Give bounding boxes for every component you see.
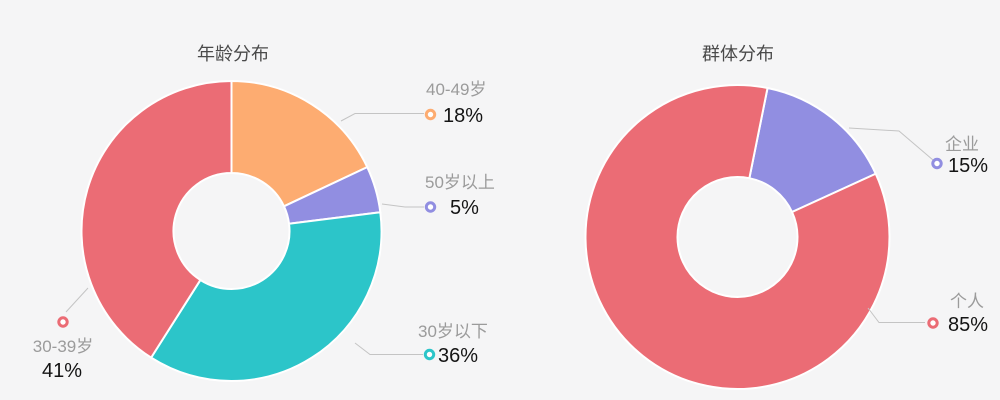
slice-name-label: 30岁以下	[418, 322, 488, 341]
age-distribution-title: 年龄分布	[197, 44, 269, 64]
label-marker	[424, 201, 437, 213]
group-distribution-title: 群体分布	[702, 44, 774, 64]
label-line	[848, 127, 934, 161]
pie-slice[interactable]	[80, 80, 233, 359]
label-marker	[423, 348, 436, 361]
label-line	[65, 287, 89, 313]
pie-slice[interactable]	[748, 87, 877, 214]
pie-slice[interactable]	[150, 211, 383, 382]
slice-value-label: 18%	[443, 105, 483, 127]
label-marker	[424, 108, 437, 121]
slice-name-label: 30-39岁	[33, 337, 93, 356]
slice-name-label: 企业	[945, 135, 979, 154]
label-marker	[927, 317, 939, 329]
slice-value-label: 85%	[948, 314, 988, 336]
slice-name-label: 50岁以上	[425, 173, 495, 192]
slice-value-label: 36%	[438, 345, 478, 367]
pie-slice[interactable]	[230, 80, 369, 208]
label-marker	[57, 316, 69, 328]
label-marker	[931, 157, 943, 170]
age-distribution-chart: 40-49岁 18% 50岁以上 5% 30岁以下 36% 30-39岁 41% 年龄分布	[33, 44, 495, 382]
slice-value-label: 5%	[450, 197, 479, 219]
pie-slice[interactable]	[584, 84, 891, 390]
label-line	[340, 113, 424, 122]
slice-name-label: 个人	[950, 292, 984, 311]
label-line	[867, 307, 925, 323]
slice-name-label: 40-49岁	[426, 80, 486, 99]
label-line	[381, 203, 424, 208]
slice-value-label: 41%	[42, 360, 82, 382]
label-line	[354, 342, 423, 355]
slice-value-label: 15%	[948, 155, 988, 177]
